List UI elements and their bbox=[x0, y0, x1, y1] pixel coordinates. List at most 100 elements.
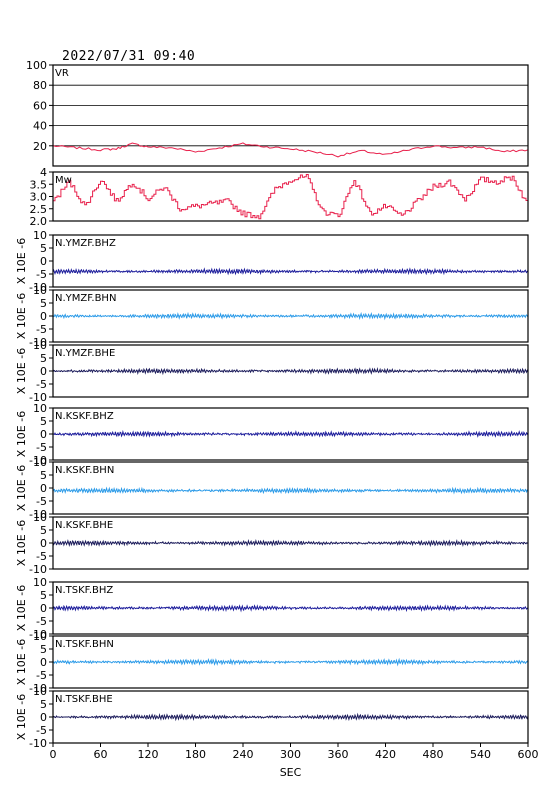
x-tick-label: 540 bbox=[470, 748, 491, 761]
y-tick-label: -10 bbox=[29, 281, 47, 294]
y-tick-label: 0 bbox=[40, 365, 47, 378]
y-tick-label: -10 bbox=[29, 737, 47, 750]
y-tick-label: -5 bbox=[36, 268, 47, 281]
panel-label: N.TSKF.BHE bbox=[55, 694, 113, 705]
y-tick-label: 5 bbox=[40, 297, 47, 310]
y-tick-label: 5 bbox=[40, 469, 47, 482]
y-tick-label: -10 bbox=[29, 682, 47, 695]
y-axis-label: X 10E -6 bbox=[15, 465, 28, 511]
y-tick-label: 0 bbox=[40, 711, 47, 724]
y-tick-label: 10 bbox=[33, 284, 47, 297]
y-tick-label: -5 bbox=[36, 615, 47, 628]
y-tick-label: 0 bbox=[40, 255, 47, 268]
series-line-1 bbox=[53, 174, 529, 220]
x-tick-label: 420 bbox=[375, 748, 396, 761]
series-line-8 bbox=[52, 604, 529, 613]
y-tick-label: 3.0 bbox=[30, 191, 48, 204]
y-axis-label: X 10E -6 bbox=[15, 639, 28, 685]
y-tick-label: 5 bbox=[40, 524, 47, 537]
panel-frame bbox=[52, 234, 529, 288]
y-axis-label: X 10E -6 bbox=[15, 520, 28, 566]
y-axis-label: X 10E -6 bbox=[15, 411, 28, 457]
y-tick-label: 0 bbox=[40, 656, 47, 669]
y-tick-label: 4 bbox=[40, 166, 47, 179]
y-axis-label: X 10E -6 bbox=[15, 694, 28, 740]
y-tick-label: 2.0 bbox=[30, 215, 48, 228]
y-tick-label: 10 bbox=[33, 685, 47, 698]
y-tick-label: -5 bbox=[36, 323, 47, 336]
y-tick-label: -5 bbox=[36, 441, 47, 454]
y-tick-label: -10 bbox=[29, 628, 47, 641]
series-line-0 bbox=[52, 142, 529, 158]
x-axis-label: SEC bbox=[280, 766, 302, 779]
x-tick-label: 120 bbox=[138, 748, 159, 761]
series-line-7 bbox=[52, 538, 529, 548]
y-tick-label: 5 bbox=[40, 415, 47, 428]
panel-label: N.KSKF.BHE bbox=[55, 520, 113, 531]
y-tick-label: -5 bbox=[36, 378, 47, 391]
y-tick-label: 100 bbox=[26, 59, 47, 72]
panel-label: N.YMZF.BHZ bbox=[55, 238, 116, 249]
y-tick-label: 0 bbox=[40, 537, 47, 550]
x-tick-label: 180 bbox=[185, 748, 206, 761]
y-tick-label: -5 bbox=[36, 495, 47, 508]
y-tick-label: -10 bbox=[29, 336, 47, 349]
y-tick-label: 10 bbox=[33, 630, 47, 643]
y-tick-label: 2.5 bbox=[30, 203, 48, 216]
panel-label: N.TSKF.BHZ bbox=[55, 585, 113, 596]
figure-title: 2022/07/31 09:40 bbox=[62, 49, 196, 64]
y-tick-label: 10 bbox=[33, 456, 47, 469]
y-tick-label: 0 bbox=[40, 482, 47, 495]
panel-label: N.KSKF.BHN bbox=[55, 465, 114, 476]
y-tick-label: 5 bbox=[40, 698, 47, 711]
y-axis-label: X 10E -6 bbox=[15, 348, 28, 394]
y-tick-label: -5 bbox=[36, 724, 47, 737]
x-tick-label: 240 bbox=[233, 748, 254, 761]
y-tick-label: 0 bbox=[40, 428, 47, 441]
y-tick-label: -10 bbox=[29, 454, 47, 467]
y-tick-label: 0 bbox=[40, 602, 47, 615]
panel-label: Mw bbox=[55, 175, 72, 186]
y-tick-label: 5 bbox=[40, 242, 47, 255]
y-tick-label: 10 bbox=[33, 229, 47, 242]
x-tick-label: 480 bbox=[423, 748, 444, 761]
x-tick-label: 360 bbox=[328, 748, 349, 761]
x-tick-label: 60 bbox=[94, 748, 108, 761]
panel-frame bbox=[52, 64, 529, 167]
panel-label: VR bbox=[55, 68, 69, 79]
series-line-9 bbox=[52, 657, 529, 667]
y-tick-label: 5 bbox=[40, 589, 47, 602]
series-line-5 bbox=[52, 429, 529, 438]
y-tick-label: -5 bbox=[36, 550, 47, 563]
y-tick-label: 5 bbox=[40, 643, 47, 656]
y-axis-label: X 10E -6 bbox=[15, 238, 28, 284]
panel-label: N.TSKF.BHN bbox=[55, 639, 114, 650]
y-tick-label: 5 bbox=[40, 352, 47, 365]
y-tick-label: 3.5 bbox=[30, 178, 48, 191]
y-tick-label: 10 bbox=[33, 402, 47, 415]
panel-label: N.YMZF.BHE bbox=[55, 348, 115, 359]
y-tick-label: -10 bbox=[29, 508, 47, 521]
y-tick-label: -10 bbox=[29, 391, 47, 404]
y-tick-label: 10 bbox=[33, 576, 47, 589]
y-tick-label: 60 bbox=[33, 99, 47, 112]
x-tick-label: 300 bbox=[280, 748, 301, 761]
y-tick-label: 10 bbox=[33, 339, 47, 352]
y-axis-label: X 10E -6 bbox=[15, 293, 28, 339]
y-tick-label: -10 bbox=[29, 563, 47, 576]
x-tick-label: 0 bbox=[50, 748, 57, 761]
panel-label: N.KSKF.BHZ bbox=[55, 411, 114, 422]
x-tick-label: 600 bbox=[518, 748, 539, 761]
y-tick-label: 20 bbox=[33, 140, 47, 153]
series-line-2 bbox=[52, 267, 529, 276]
series-line-3 bbox=[52, 311, 529, 321]
y-tick-label: 80 bbox=[33, 79, 47, 92]
series-line-4 bbox=[52, 367, 529, 376]
series-line-6 bbox=[52, 486, 529, 495]
y-axis-label: X 10E -6 bbox=[15, 585, 28, 631]
y-tick-label: 10 bbox=[33, 511, 47, 524]
y-tick-label: 0 bbox=[40, 310, 47, 323]
y-tick-label: 40 bbox=[33, 120, 47, 133]
